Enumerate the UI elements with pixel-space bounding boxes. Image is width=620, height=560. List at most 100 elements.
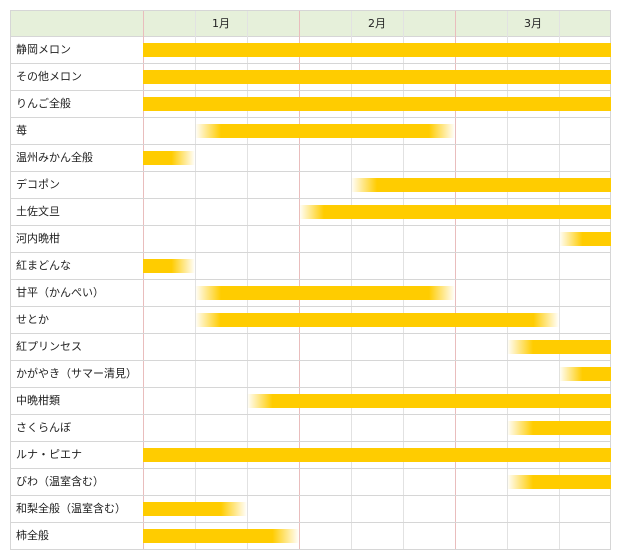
month-divider <box>455 523 456 549</box>
week-divider <box>403 415 404 441</box>
week-divider <box>559 145 560 171</box>
week-divider <box>507 145 508 171</box>
week-divider <box>559 11 560 37</box>
season-calendar: 1月 2月 3月 静岡メロン その他メロン りんご全般苺温州みかん全般 デコポン 土佐文旦河… <box>10 10 611 550</box>
month-label: 3月 <box>524 17 542 30</box>
month-divider <box>143 199 144 225</box>
month-divider <box>299 226 300 252</box>
week-divider <box>247 469 248 495</box>
season-bar <box>143 151 195 165</box>
season-bar <box>143 529 299 543</box>
week-divider <box>403 334 404 360</box>
week-divider <box>247 199 248 225</box>
calendar-body: 静岡メロン その他メロン りんご全般苺温州みかん全般 デコポン 土佐文旦 河内晩柑 紅まどん… <box>10 37 611 550</box>
product-label: ルナ・ピエナ <box>16 448 82 461</box>
week-divider <box>247 496 248 522</box>
product-label: デコポン <box>16 178 60 191</box>
week-divider <box>195 361 196 387</box>
product-row: 中晩柑類 <box>10 388 611 415</box>
product-row: 苺 <box>10 118 611 145</box>
week-divider <box>559 496 560 522</box>
month-divider <box>455 496 456 522</box>
month-divider <box>455 11 456 37</box>
season-bar <box>351 178 611 192</box>
season-bar <box>143 259 195 273</box>
week-divider <box>507 226 508 252</box>
week-divider <box>195 11 196 37</box>
product-label: 河内晩柑 <box>16 232 60 245</box>
month-divider <box>143 334 144 360</box>
product-label: 柿全般 <box>16 529 49 542</box>
week-divider <box>247 415 248 441</box>
season-grid <box>143 442 611 468</box>
week-divider <box>403 496 404 522</box>
month-divider <box>299 361 300 387</box>
season-bar <box>195 124 455 138</box>
week-divider <box>403 145 404 171</box>
week-divider <box>559 253 560 279</box>
week-divider <box>195 199 196 225</box>
season-grid <box>143 118 611 144</box>
season-bar <box>195 313 559 327</box>
product-label: 紅まどんな <box>16 259 71 272</box>
week-divider <box>507 118 508 144</box>
week-divider <box>351 145 352 171</box>
week-divider <box>351 226 352 252</box>
product-label: りんご全般 <box>16 97 71 110</box>
product-row: 柿全般 <box>10 523 611 550</box>
week-divider <box>195 469 196 495</box>
season-grid <box>143 226 611 252</box>
week-divider <box>247 145 248 171</box>
month-divider <box>455 226 456 252</box>
week-divider <box>351 496 352 522</box>
season-grid <box>143 469 611 495</box>
season-grid <box>143 523 611 549</box>
product-label: さくらんぼ <box>16 421 71 434</box>
month-divider <box>143 307 144 333</box>
week-divider <box>351 469 352 495</box>
week-divider <box>351 11 352 37</box>
month-divider <box>143 118 144 144</box>
product-row: デコポン <box>10 172 611 199</box>
product-row: ルナ・ピエナ <box>10 442 611 469</box>
season-grid <box>143 361 611 387</box>
season-bar <box>247 394 611 408</box>
product-label: 苺 <box>16 124 27 137</box>
month-divider <box>455 415 456 441</box>
week-divider <box>559 118 560 144</box>
product-label: 静岡メロン <box>16 43 71 56</box>
product-row: びわ（温室含む） <box>10 469 611 496</box>
header-month-grid: 1月 2月 3月 <box>143 11 611 37</box>
month-divider <box>143 226 144 252</box>
product-label: 温州みかん全般 <box>16 151 93 164</box>
week-divider <box>195 145 196 171</box>
product-row: 紅まどんな <box>10 253 611 280</box>
month-divider <box>455 118 456 144</box>
month-divider <box>455 469 456 495</box>
product-row: 甘平（かんぺい） <box>10 280 611 307</box>
month-divider <box>143 469 144 495</box>
season-grid <box>143 64 611 90</box>
week-divider <box>195 415 196 441</box>
month-divider <box>299 145 300 171</box>
product-row: 土佐文旦 <box>10 199 611 226</box>
product-row: りんご全般 <box>10 91 611 118</box>
week-divider <box>351 334 352 360</box>
week-divider <box>507 523 508 549</box>
month-divider <box>299 334 300 360</box>
week-divider <box>403 361 404 387</box>
week-divider <box>247 334 248 360</box>
week-divider <box>351 415 352 441</box>
season-grid <box>143 280 611 306</box>
season-grid <box>143 307 611 333</box>
month-divider <box>143 415 144 441</box>
month-divider <box>143 361 144 387</box>
week-divider <box>351 253 352 279</box>
product-label: 和梨全般（温室含む） <box>16 502 126 515</box>
product-row: さくらんぼ <box>10 415 611 442</box>
season-grid <box>143 415 611 441</box>
product-row: 紅プリンセス <box>10 334 611 361</box>
month-divider <box>299 172 300 198</box>
week-divider <box>403 253 404 279</box>
week-divider <box>403 523 404 549</box>
